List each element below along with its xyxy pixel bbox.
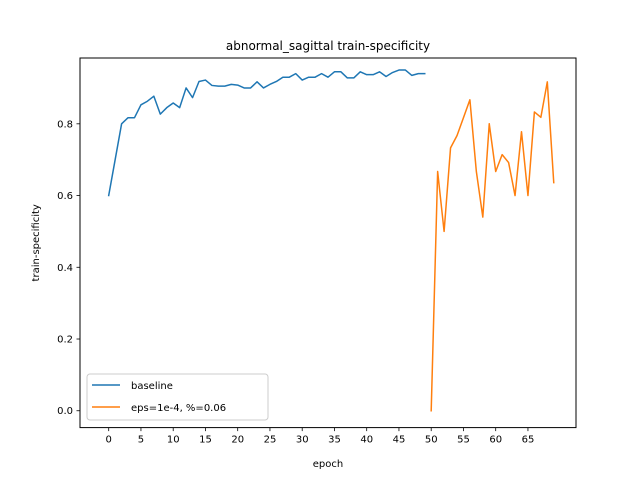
legend: baseline eps=1e-4, %=0.06 — [86, 373, 269, 421]
x-axis: 0 5 10 15 20 25 30 35 40 45 50 55 60 65 — [106, 427, 535, 446]
x-tick-label: 25 — [264, 435, 277, 446]
y-axis-label: train-specificity — [31, 204, 42, 281]
y-tick-label: 0.4 — [57, 263, 73, 274]
y-tick-label: 0.0 — [57, 406, 73, 417]
x-tick-label: 60 — [489, 435, 502, 446]
legend-label-baseline: baseline — [131, 381, 173, 392]
axes-frame — [79, 57, 577, 429]
x-tick-label: 5 — [138, 435, 144, 446]
y-tick-label: 0.6 — [57, 191, 73, 202]
x-tick-label: 35 — [328, 435, 341, 446]
x-tick-label: 40 — [360, 435, 373, 446]
x-tick-label: 10 — [167, 435, 180, 446]
x-tick-label: 0 — [106, 435, 112, 446]
series-line-baseline — [107, 69, 426, 197]
legend-box — [86, 373, 269, 421]
x-tick-label: 65 — [522, 435, 535, 446]
x-tick-label: 15 — [199, 435, 212, 446]
plot-area — [107, 69, 555, 412]
y-tick-label: 0.8 — [57, 119, 73, 130]
legend-label-eps: eps=1e-4, %=0.06 — [131, 403, 226, 414]
x-tick-label: 55 — [457, 435, 470, 446]
y-axis: 0.0 0.2 0.4 0.6 0.8 — [57, 119, 80, 417]
y-tick-label: 0.2 — [57, 335, 73, 346]
x-tick-label: 45 — [393, 435, 406, 446]
x-tick-label: 20 — [231, 435, 244, 446]
x-axis-label: epoch — [313, 459, 343, 470]
chart-title: abnormal_sagittal train-specificity — [226, 39, 430, 53]
x-tick-label: 30 — [296, 435, 309, 446]
x-tick-label: 50 — [425, 435, 438, 446]
series-line-eps — [430, 81, 555, 412]
